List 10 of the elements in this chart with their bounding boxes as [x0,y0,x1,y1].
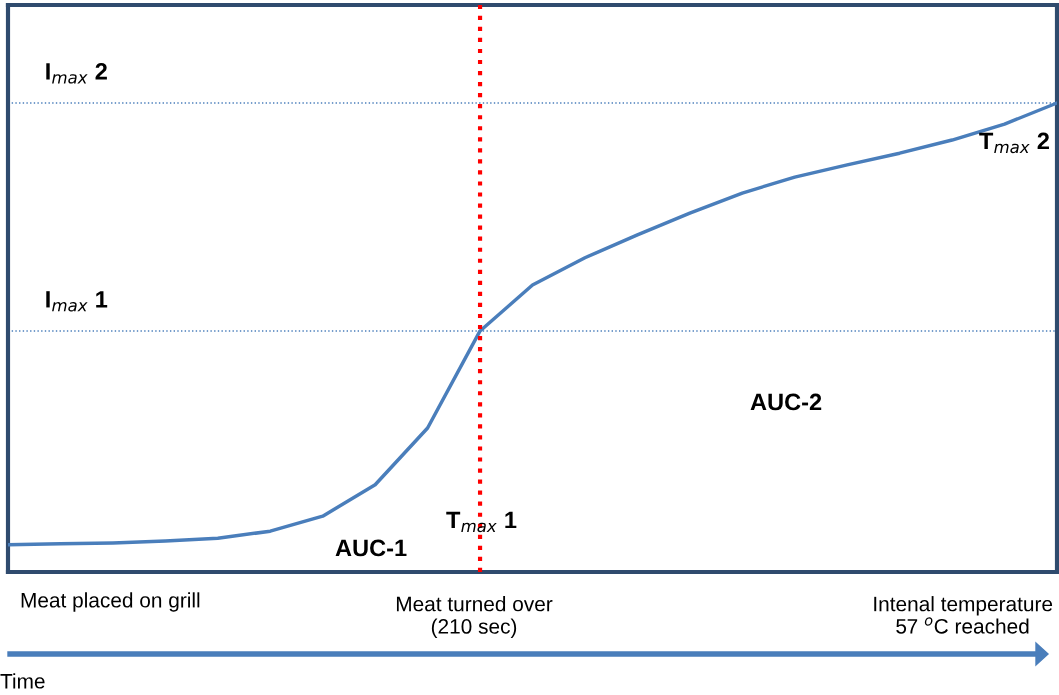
annotation: T$_{max}$ 1 [446,511,517,533]
ref-line-label: I$_{max}$ 1 [46,291,108,312]
annotation: AUC-2 [750,393,822,411]
annotation: T$_{max}$ 2 [979,132,1049,154]
text: Meat placed on grill [21,592,200,612]
ref-line-label: I$_{max}$ 2 [46,63,107,84]
annotation: AUC-1 [335,539,407,557]
text: Meat turned over (210 sec) [396,596,553,638]
text: Intenal temperature 57 $^{o}$C reached [874,596,1053,634]
x-axis-title: Time [0,673,45,689]
